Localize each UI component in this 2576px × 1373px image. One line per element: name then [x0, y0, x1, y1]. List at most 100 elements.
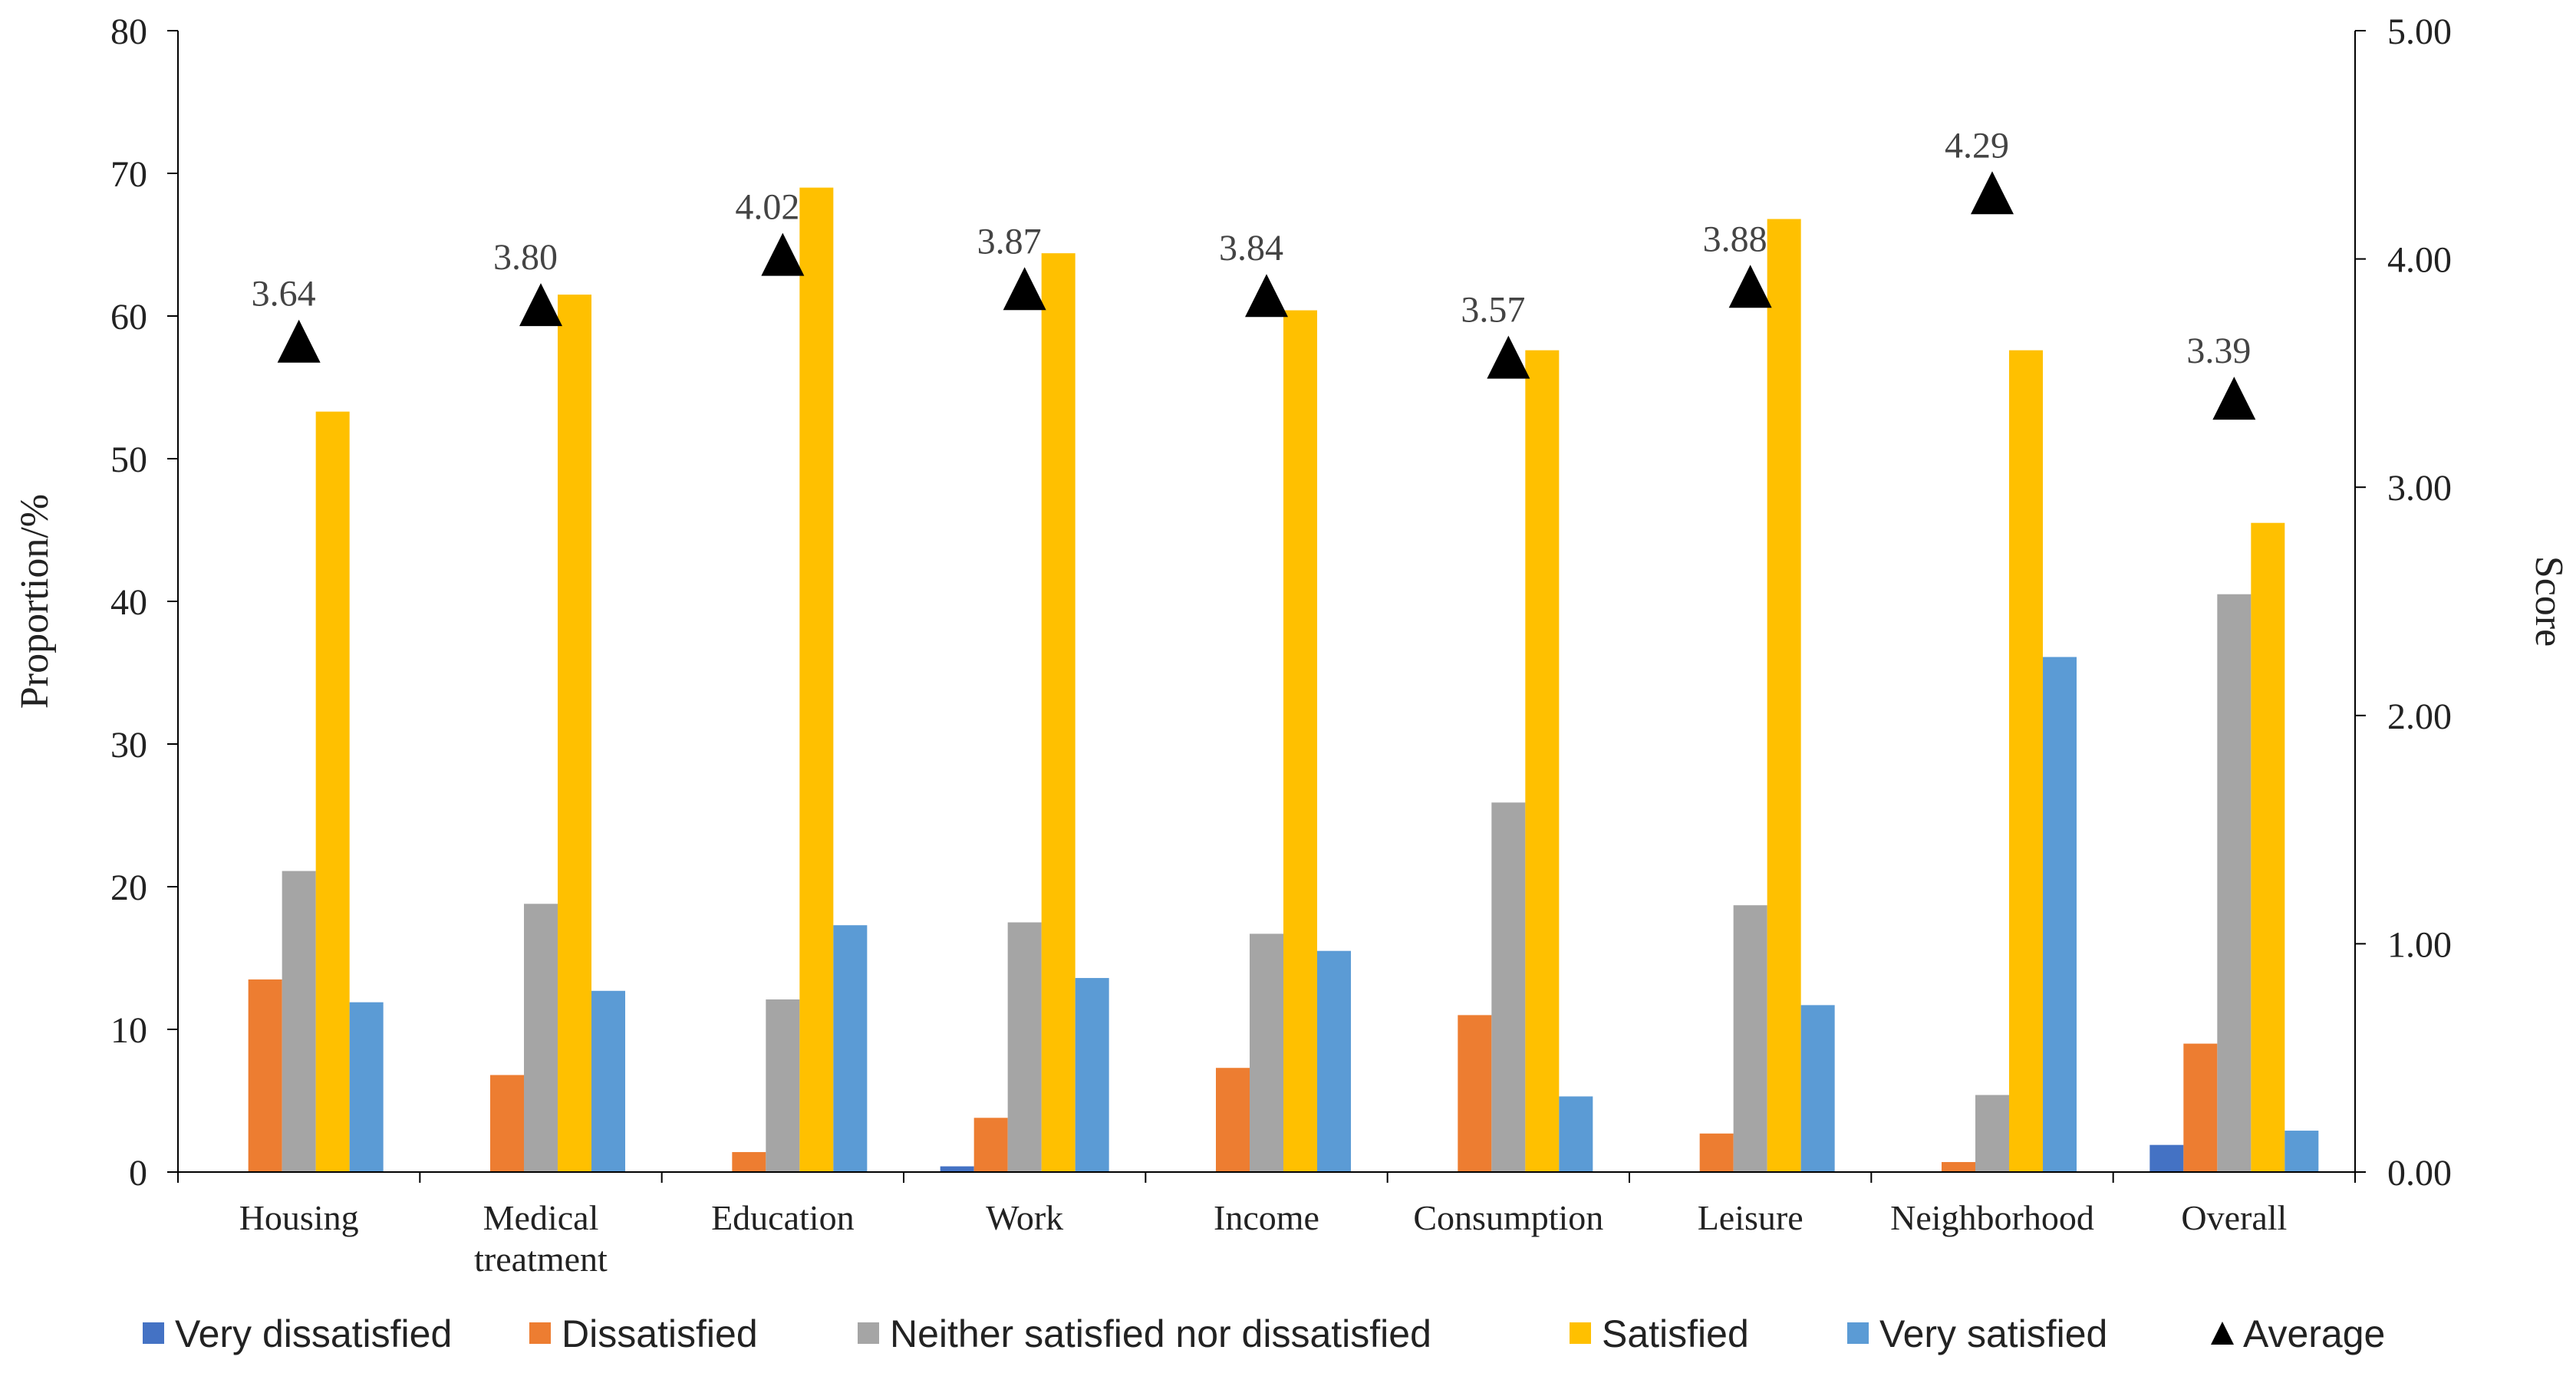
average-marker: [277, 319, 321, 363]
right-tick-label: 1.00: [2387, 924, 2452, 965]
bar: [490, 1075, 524, 1172]
legend-label: Average: [2243, 1312, 2385, 1355]
x-tick-label: Neighborhood: [1890, 1198, 2094, 1237]
bar: [833, 925, 868, 1172]
bar: [1283, 310, 1317, 1172]
left-tick-label: 20: [110, 868, 147, 908]
y2-axis-title: Score: [2527, 556, 2571, 647]
bar: [2183, 1043, 2218, 1172]
right-tick-label: 4.00: [2387, 240, 2452, 281]
right-tick-label: 0.00: [2387, 1153, 2452, 1194]
bar: [282, 871, 316, 1172]
left-tick-label: 30: [110, 725, 147, 766]
bar: [1975, 1095, 2009, 1172]
bar: [1458, 1015, 1492, 1172]
bar: [1733, 905, 1767, 1172]
legend-label: Satisfied: [1602, 1312, 1749, 1355]
bar: [349, 1002, 384, 1172]
legend-label: Dissatisfied: [562, 1312, 758, 1355]
axes-layer: 0 10 20 30 40 50 60 70 80 0.00 1.00 2.00 3.00 4.00 5.0…: [13, 12, 2571, 1279]
bar: [2009, 350, 2043, 1172]
average-marker: [519, 283, 562, 327]
x-tick-label: Income: [1214, 1198, 1319, 1237]
left-tick-label: 50: [110, 440, 147, 480]
bar: [1800, 1005, 1835, 1172]
average-label: 3.57: [1461, 290, 1525, 331]
x-tick-label: Medical: [483, 1198, 599, 1237]
legend-label: Very satisfied: [1879, 1312, 2107, 1355]
left-tick-label: 10: [110, 1010, 147, 1051]
bar: [2217, 594, 2252, 1172]
x-tick-label: Work: [986, 1198, 1063, 1237]
legend-label: Very dissatisfied: [175, 1312, 452, 1355]
average-marker: [1728, 265, 1772, 308]
bar: [1559, 1096, 1593, 1172]
bar: [1216, 1068, 1250, 1172]
bar: [1942, 1161, 1975, 1172]
bar: [940, 1166, 974, 1172]
average-markers-layer: 3.64 3.80 4.02 3.87 3.84 3.57 3.88 4.29 3.39: [252, 125, 2256, 420]
left-tick-label: 60: [110, 297, 147, 337]
legend-label: Neither satisfied nor dissatisfied: [890, 1312, 1431, 1355]
x-tick-label: Overall: [2181, 1198, 2287, 1237]
bar: [591, 990, 625, 1172]
bar: [973, 1118, 1008, 1172]
average-marker: [1971, 171, 2014, 215]
left-tick-label: 70: [110, 154, 147, 195]
x-tick-label: treatment: [474, 1240, 608, 1279]
x-tick-label: Leisure: [1698, 1198, 1804, 1237]
legend: Very dissatisfied Dissatisfied Neither sat…: [143, 1312, 2385, 1355]
bar: [2043, 657, 2077, 1172]
average-label: 3.80: [493, 237, 558, 278]
average-label: 3.64: [252, 274, 316, 314]
bar: [1041, 253, 1076, 1172]
right-tick-label: 3.00: [2387, 468, 2452, 509]
average-marker: [1003, 267, 1046, 311]
bar: [2149, 1144, 2184, 1172]
legend-swatch: [858, 1322, 879, 1344]
legend-swatch: [143, 1322, 164, 1344]
bar: [732, 1151, 766, 1172]
legend-swatch: [1847, 1322, 1869, 1344]
average-label: 3.39: [2186, 331, 2251, 371]
left-tick-label: 0: [129, 1153, 147, 1194]
legend-marker-average: [2211, 1322, 2234, 1345]
average-marker: [2212, 377, 2256, 420]
average-label: 3.84: [1219, 228, 1283, 268]
bar: [1491, 802, 1526, 1172]
bar: [315, 411, 350, 1172]
average-label: 4.29: [1945, 125, 2009, 166]
bar: [1007, 922, 1042, 1172]
right-tick-label: 2.00: [2387, 696, 2452, 737]
bar: [766, 999, 800, 1172]
left-tick-label: 40: [110, 582, 147, 623]
legend-swatch: [1570, 1322, 1591, 1344]
x-tick-label: Education: [711, 1198, 855, 1237]
bar: [799, 187, 834, 1173]
x-tick-label: Housing: [239, 1198, 359, 1237]
bars-layer: [248, 187, 2319, 1173]
bar: [2251, 522, 2285, 1172]
bar: [1317, 950, 1351, 1172]
bar: [524, 904, 558, 1172]
bar: [1075, 978, 1109, 1172]
x-tick-label: Consumption: [1413, 1198, 1603, 1237]
bar: [2284, 1131, 2319, 1172]
bar: [1699, 1133, 1734, 1172]
right-tick-label: 5.00: [2387, 12, 2452, 52]
average-marker: [1487, 335, 1530, 379]
average-label: 4.02: [735, 187, 799, 228]
y-axis-title: Proportion/%: [13, 494, 57, 709]
legend-swatch: [529, 1322, 551, 1344]
average-marker: [1245, 274, 1288, 318]
bar: [248, 979, 282, 1172]
bar: [1767, 219, 1801, 1172]
bar: [558, 295, 591, 1173]
bar: [1525, 350, 1560, 1172]
average-marker: [761, 232, 805, 276]
bar: [1250, 933, 1283, 1172]
left-tick-label: 80: [110, 12, 147, 52]
average-label: 3.87: [977, 221, 1042, 262]
average-label: 3.88: [1703, 219, 1767, 259]
